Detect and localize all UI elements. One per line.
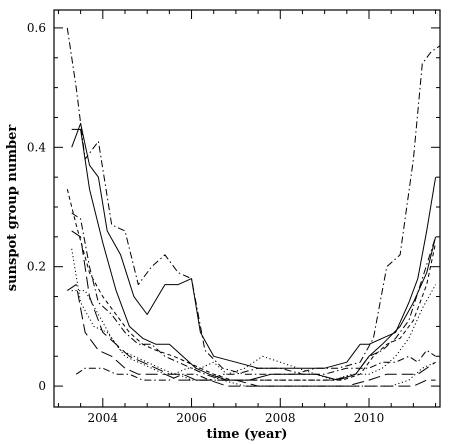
series-line-1: [71, 122, 437, 369]
x-axis-label: time (year): [207, 427, 288, 442]
y-axis-label: sunspot group number: [5, 125, 20, 292]
x-tick-label: 2008: [265, 411, 296, 425]
x-tick-label: 2006: [176, 411, 207, 425]
series-line-3: [66, 27, 441, 375]
plot-frame: [53, 9, 441, 408]
series-line-2: [71, 128, 437, 381]
series-line-6: [71, 248, 437, 381]
tick-layer: 2004 2006 2008 2010 0 0.2 0.4 0.6: [27, 10, 440, 425]
x-tick-label: 2004: [88, 411, 119, 425]
series-line-5: [66, 188, 437, 381]
series-line-9: [71, 230, 436, 387]
series-layer: [66, 27, 441, 387]
x-tick-label: 2010: [354, 411, 385, 425]
series-line-10: [75, 349, 436, 381]
y-tick-label: 0.4: [27, 140, 46, 154]
y-tick-label: 0.2: [27, 260, 46, 274]
y-tick-label: 0: [38, 379, 46, 393]
series-line-8: [67, 284, 436, 387]
y-tick-label: 0.6: [27, 21, 46, 35]
